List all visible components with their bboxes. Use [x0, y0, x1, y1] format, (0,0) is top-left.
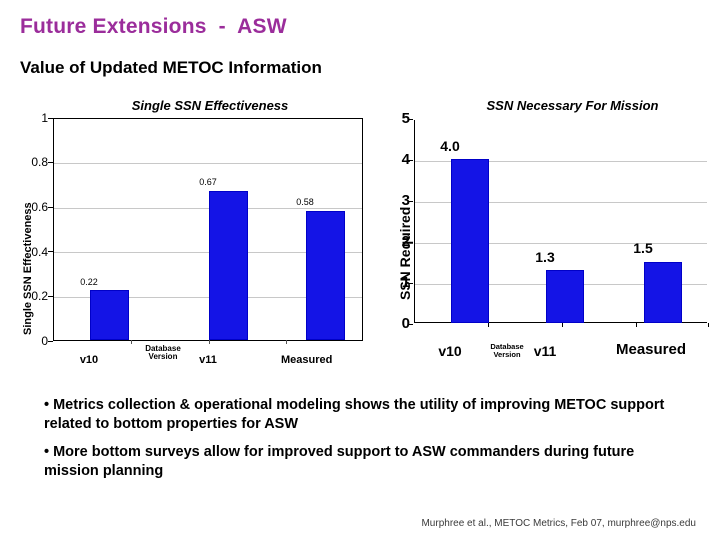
bullet-item: • More bottom surveys allow for improved…	[44, 443, 635, 479]
gridline	[414, 243, 707, 244]
x-axis-title: Database Version	[490, 342, 524, 359]
gridline	[414, 161, 707, 162]
bar-value-label: 0.67	[199, 177, 217, 187]
y-axis-line	[414, 120, 415, 323]
category-label-v10: v10	[438, 343, 462, 359]
gridline	[414, 202, 707, 203]
y-tick-label: 1	[401, 274, 410, 291]
bar-v10	[90, 290, 129, 340]
y-tick	[408, 119, 413, 120]
category-label-v11: v11	[533, 343, 557, 359]
gridline	[54, 252, 362, 253]
y-tick-label: 0.6	[31, 200, 48, 214]
bar-value-label: 0.22	[80, 277, 98, 287]
bar-measured	[306, 210, 345, 340]
y-tick-label: 2	[401, 233, 410, 250]
y-tick-label: 3	[401, 192, 410, 209]
x-axis-title: Database Version	[145, 344, 181, 362]
gridline	[54, 297, 362, 298]
y-tick	[408, 201, 413, 202]
category-label-v11: v11	[199, 354, 217, 366]
plot-area	[413, 119, 709, 327]
gridline	[54, 163, 362, 164]
y-tick	[48, 341, 53, 342]
chart-title: SSN Necessary For Mission	[486, 98, 659, 113]
bar-value-label: 1.3	[535, 249, 555, 265]
y-tick	[408, 160, 413, 161]
bar-v10	[451, 159, 489, 323]
category-label-measured: Measured	[616, 341, 687, 358]
y-tick-label: 0.2	[31, 289, 48, 303]
y-tick-label: 1	[41, 111, 48, 125]
category-label-v10: v10	[79, 354, 99, 366]
y-tick	[48, 251, 53, 252]
y-tick-label: 0.4	[31, 245, 48, 259]
y-tick-label: 5	[401, 110, 410, 127]
x-tick	[209, 340, 210, 344]
bar-v11	[546, 269, 584, 323]
footer-attribution: Murphree et al., METOC Metrics, Feb 07, …	[421, 518, 696, 529]
y-tick	[48, 162, 53, 163]
x-tick	[636, 323, 637, 327]
y-tick	[48, 296, 53, 297]
bar-value-label: 0.58	[296, 197, 314, 207]
bullet-list: • Metrics collection & operational model…	[44, 396, 684, 489]
y-tick	[48, 207, 53, 208]
x-tick	[286, 340, 287, 344]
y-tick	[408, 283, 413, 284]
y-tick-label: 0.8	[31, 155, 48, 169]
y-tick-label: 0	[401, 315, 410, 332]
bar-measured	[644, 261, 682, 323]
y-tick-label: 4	[401, 151, 410, 168]
x-tick	[488, 323, 489, 327]
y-tick-label: 0	[41, 334, 48, 348]
y-tick	[408, 324, 413, 325]
x-tick	[562, 323, 563, 327]
bar-v11	[209, 190, 248, 340]
page-subtitle: Value of Updated METOC Information	[20, 58, 322, 77]
x-tick	[131, 340, 132, 344]
bullet-item: • Metrics collection & operational model…	[44, 397, 665, 432]
y-tick	[408, 242, 413, 243]
x-tick	[708, 323, 709, 327]
bar-value-label: 1.5	[633, 240, 653, 256]
y-axis-title: Single SSN Effectiveness	[22, 202, 34, 335]
category-label-measured: Measured	[281, 354, 333, 366]
y-tick	[48, 118, 53, 119]
page-title: Future Extensions - ASW	[20, 15, 287, 38]
chart-title: Single SSN Effectiveness	[131, 98, 289, 113]
bar-value-label: 4.0	[440, 138, 460, 154]
plot-area	[53, 118, 363, 344]
gridline	[54, 208, 362, 209]
